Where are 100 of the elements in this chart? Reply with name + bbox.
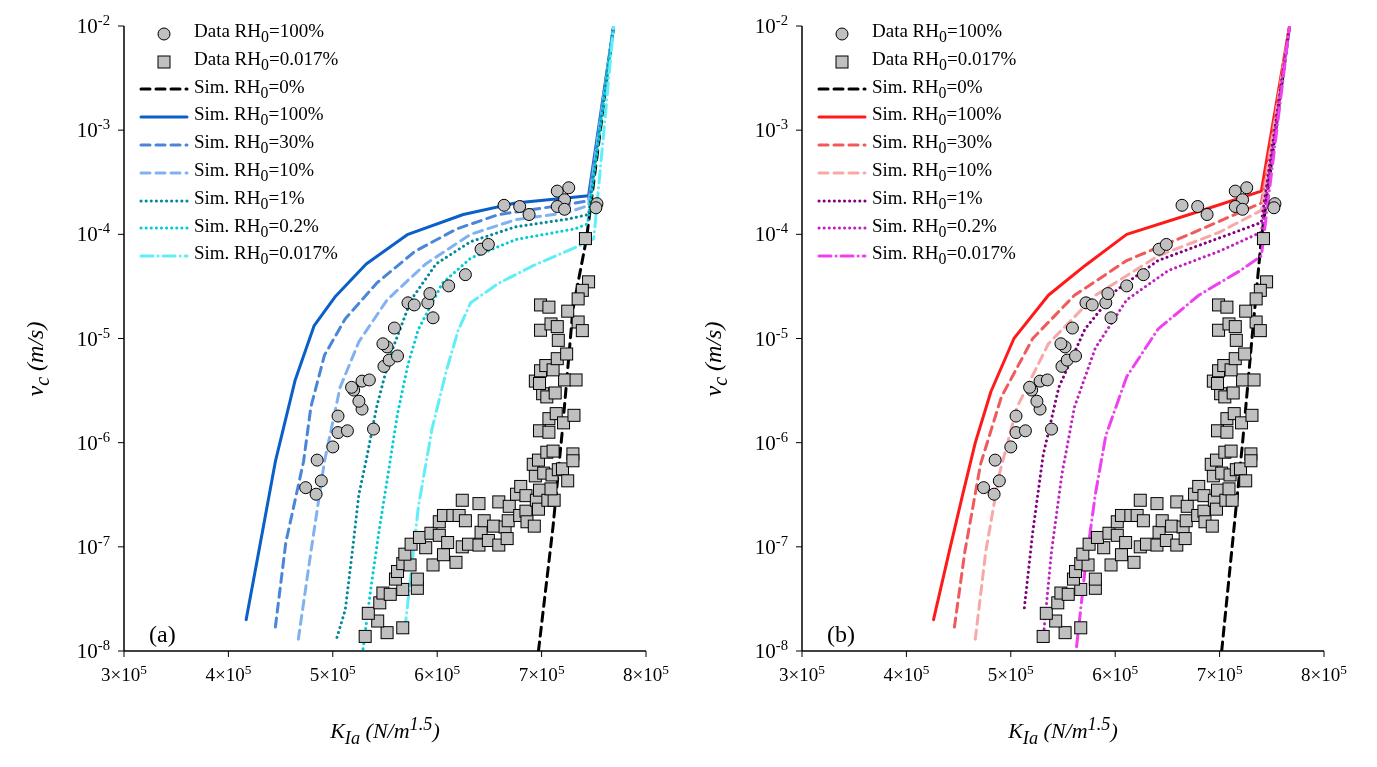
y-tick-label: 10$^{-2}$: [754, 12, 788, 38]
x-axis-title: K$_{Ia}$ (N/m$^{1.5}$): [329, 714, 441, 749]
point: [589, 201, 603, 215]
y-tick-label: 10$^{-4}$: [76, 220, 111, 247]
point: [558, 202, 572, 216]
legend-label: Sim. RH$_{0}$=100%: [872, 103, 1002, 131]
point: [1101, 287, 1115, 301]
point: [987, 487, 1001, 501]
point: [352, 394, 366, 408]
legend-label: Data RH$_{0}$=0.017%: [194, 47, 339, 75]
point: [407, 298, 421, 312]
point: [977, 481, 991, 495]
x-axis-title: K$_{Ia}$ (N/m$^{1.5}$): [1007, 714, 1119, 749]
point: [340, 424, 354, 438]
point: [988, 453, 1002, 467]
legend-label: Data RH$_{0}$=0.017%: [872, 47, 1017, 75]
point: [1004, 440, 1018, 454]
x-tick-label: 5×10$^{5}$: [987, 661, 1035, 685]
point: [1054, 337, 1068, 351]
point: [426, 311, 440, 325]
point: [387, 321, 401, 335]
x-tick-label: 8×10$^{5}$: [1301, 661, 1348, 685]
point: [481, 237, 495, 251]
x-tick-label: 4×10$^{5}$: [205, 661, 252, 685]
point: [1159, 237, 1173, 251]
point: [1040, 373, 1054, 387]
point: [1069, 349, 1083, 363]
point: [513, 200, 527, 213]
point: [1175, 198, 1189, 212]
annotation: (b): [827, 621, 855, 648]
point: [310, 453, 324, 467]
point: [522, 208, 536, 222]
point: [497, 198, 511, 212]
point: [1200, 208, 1214, 222]
y-tick-label: 10$^{-2}$: [76, 12, 110, 38]
point: [550, 184, 564, 198]
legend-label: Sim. RH$_{0}$=1%: [194, 186, 305, 214]
legend-label: Sim. RH$_{0}$=30%: [872, 131, 992, 158]
point: [1267, 201, 1281, 215]
point: [1236, 202, 1250, 216]
point: [299, 481, 313, 495]
point: [391, 349, 405, 363]
point: [362, 373, 376, 387]
point: [423, 287, 437, 301]
point: [1065, 321, 1079, 335]
y-tick-label: 10$^{-8}$: [76, 637, 110, 663]
point: [458, 268, 472, 282]
legend-label: Sim. RH$_{0}$=0.017%: [872, 242, 1016, 270]
legend-label: Sim. RH$_{0}$=0.2%: [872, 214, 997, 242]
legend-label: Sim. RH$_{0}$=0.017%: [194, 242, 338, 270]
point: [376, 337, 390, 351]
y-tick-label: 10$^{-3}$: [76, 116, 110, 143]
y-tick-label: 10$^{-5}$: [754, 324, 788, 351]
legend-label: Sim. RH$_{0}$=100%: [194, 103, 324, 131]
legend-label: Data RH$_{0}$=100%: [194, 20, 324, 47]
point: [1240, 181, 1254, 195]
point: [1030, 394, 1044, 408]
x-tick-label: 3×10$^{5}$: [101, 661, 148, 685]
point: [314, 474, 328, 488]
point: [1045, 422, 1059, 436]
legend-label: Sim. RH$_{0}$=30%: [194, 131, 314, 158]
y-tick-label: 10$^{-5}$: [76, 324, 110, 351]
point: [1104, 311, 1118, 325]
x-tick-label: 7×10$^{5}$: [518, 661, 565, 685]
legend-label: Data RH$_{0}$=100%: [872, 20, 1002, 47]
point: [1120, 279, 1134, 293]
y-tick-label: 10$^{-6}$: [76, 428, 110, 455]
point: [309, 487, 323, 501]
y-tick-label: 10$^{-7}$: [754, 532, 788, 559]
y-tick-label: 10$^{-4}$: [754, 220, 789, 247]
y-tick-label: 10$^{-6}$: [754, 428, 788, 455]
legend-label: Sim. RH$_{0}$=0.2%: [194, 214, 319, 242]
point: [1018, 424, 1032, 438]
x-tick-label: 4×10$^{5}$: [883, 661, 930, 685]
x-tick-label: 7×10$^{5}$: [1196, 661, 1243, 685]
legend-label: Sim. RH$_{0}$=10%: [194, 158, 314, 186]
y-tick-label: 10$^{-3}$: [754, 116, 788, 143]
x-tick-label: 6×10$^{5}$: [414, 661, 461, 685]
point: [992, 474, 1006, 488]
point: [1228, 184, 1242, 198]
point: [562, 181, 576, 195]
legend-label: Sim. RH$_{0}$=0%: [872, 75, 983, 103]
point: [1085, 298, 1099, 312]
point: [1009, 409, 1023, 423]
x-tick-label: 3×10$^{5}$: [779, 661, 826, 685]
point: [1191, 200, 1205, 213]
y-tick-label: 10$^{-7}$: [76, 532, 110, 559]
legend-label: Sim. RH$_{0}$=10%: [872, 158, 992, 186]
annotation: (a): [149, 621, 176, 648]
legend-label: Sim. RH$_{0}$=1%: [872, 186, 983, 214]
point: [1136, 268, 1150, 282]
x-tick-label: 8×10$^{5}$: [623, 661, 670, 685]
point: [331, 409, 345, 423]
legend-label: Sim. RH$_{0}$=0%: [194, 75, 305, 103]
point: [367, 422, 381, 436]
point: [326, 440, 340, 454]
x-tick-label: 5×10$^{5}$: [309, 661, 357, 685]
x-tick-label: 6×10$^{5}$: [1092, 661, 1139, 685]
point: [442, 279, 456, 293]
y-tick-label: 10$^{-8}$: [754, 637, 788, 663]
